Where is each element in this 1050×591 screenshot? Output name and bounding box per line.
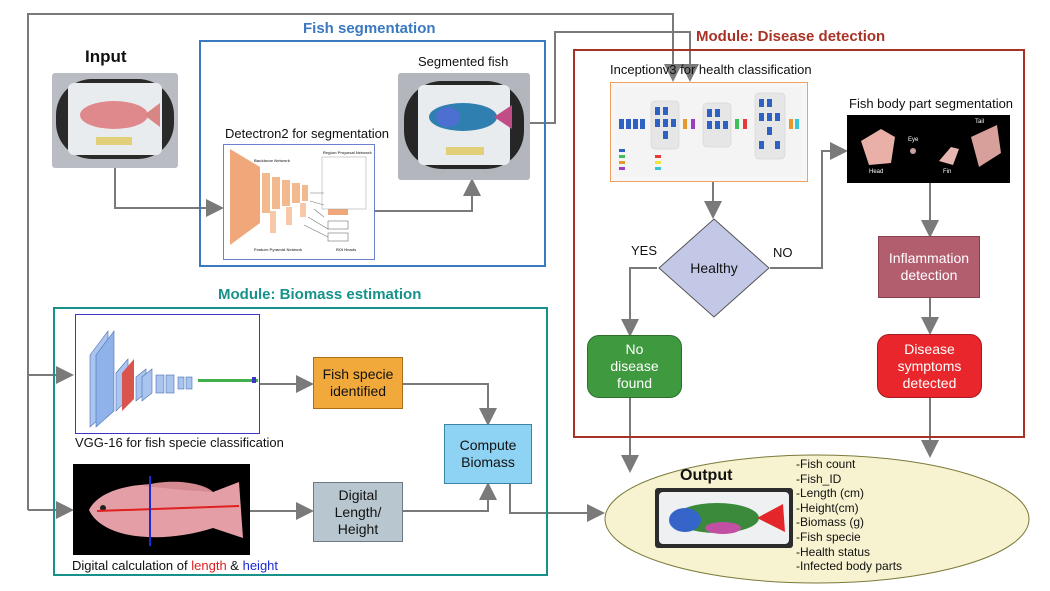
- inflammation-detection-node: Inflammation detection: [878, 236, 980, 298]
- arrow-to-inception: [27, 13, 682, 510]
- disease-detection-title: Module: Disease detection: [696, 28, 886, 45]
- output-item: -Fish specie: [796, 529, 861, 544]
- output-item: -Infected body parts: [796, 559, 903, 574]
- inception-caption: Inceptionv3 for health classification: [610, 62, 812, 77]
- arrow-segmented-to-disease: [530, 31, 699, 124]
- arrow-specie-to-compute: [403, 383, 497, 426]
- detectron-diagram: Backbone Network Region Proposal Network…: [223, 144, 375, 260]
- vgg16-diagram: [75, 314, 260, 434]
- detectron-caption: Detectron2 for segmentation: [225, 126, 390, 141]
- output-item: -Biomass (g): [796, 515, 865, 530]
- disease-detection-module: [573, 49, 1025, 438]
- input-fish-photo: [52, 73, 178, 168]
- fish-segmentation-module: [199, 40, 546, 267]
- part-tail-label: Tail: [975, 119, 985, 125]
- bodypart-caption: Fish body part segmentation: [849, 96, 1014, 111]
- arrow-digital-to-compute: [403, 482, 497, 512]
- calc-height: height: [242, 558, 279, 573]
- arrow-healthy-no: [770, 142, 848, 269]
- biomass-estimation-title: Module: Biomass estimation: [218, 286, 422, 303]
- backbone-label: Backbone Network: [254, 158, 291, 163]
- arrow-healthy-yes: [621, 267, 657, 337]
- arrow-detectron-to-segmented: [370, 178, 481, 212]
- part-head-label: Head: [869, 169, 884, 175]
- arrow-input-to-detectron: [114, 168, 224, 217]
- output-item: -Fish_ID: [796, 471, 842, 486]
- fish-measure-image: [73, 464, 250, 555]
- yes-label: YES: [631, 243, 658, 258]
- output-item: -Fish count: [796, 457, 856, 471]
- segmented-fish-photo: [398, 73, 530, 180]
- output-fish-image: [655, 488, 793, 548]
- part-fin-label: Fin: [943, 169, 952, 175]
- disease-symptoms-node: Disease symptoms detected: [877, 334, 982, 398]
- roi-label: ROI Heads: [336, 247, 357, 252]
- part-eye-label: Eye: [908, 137, 919, 143]
- no-disease-node: No disease found: [587, 335, 682, 398]
- output-item: -Health status: [796, 544, 871, 559]
- calc-prefix: Digital calculation of: [72, 558, 188, 573]
- output-ellipse: [604, 454, 1030, 584]
- output-item: -Length (cm): [796, 486, 865, 501]
- fish-specie-node: Fish specie identified: [313, 357, 403, 409]
- biomass-estimation-module: [53, 307, 548, 576]
- calc-length: length: [191, 558, 227, 573]
- arrow-compute-to-output: [509, 484, 605, 522]
- bodypart-segmentation-image: Eye Tail Head Fin: [847, 115, 1010, 183]
- output-list: -Fish count -Fish_ID -Length (cm) -Heigh…: [796, 457, 902, 574]
- digital-calculation-caption: Digital calculation of length & height: [72, 558, 278, 573]
- output-title: Output: [680, 467, 733, 484]
- output-item: -Height(cm): [796, 500, 859, 515]
- healthy-decision-label: Healthy: [690, 259, 738, 276]
- inception-diagram: [610, 82, 808, 182]
- rpn-label: Region Proposal Network: [323, 150, 372, 155]
- healthy-decision-diamond: [658, 218, 770, 318]
- segmented-fish-caption: Segmented fish: [418, 54, 509, 69]
- digital-length-height-node: Digital Length/ Height: [313, 482, 403, 542]
- compute-biomass-node: Compute Biomass: [444, 424, 532, 484]
- no-label: NO: [773, 245, 793, 260]
- calc-and: &: [230, 558, 239, 573]
- input-title: Input: [85, 47, 127, 66]
- fish-segmentation-title: Fish segmentation: [303, 20, 436, 37]
- vgg16-caption: VGG-16 for fish specie classification: [75, 435, 284, 450]
- fpn-label: Feature Pyramid Network: [254, 247, 303, 252]
